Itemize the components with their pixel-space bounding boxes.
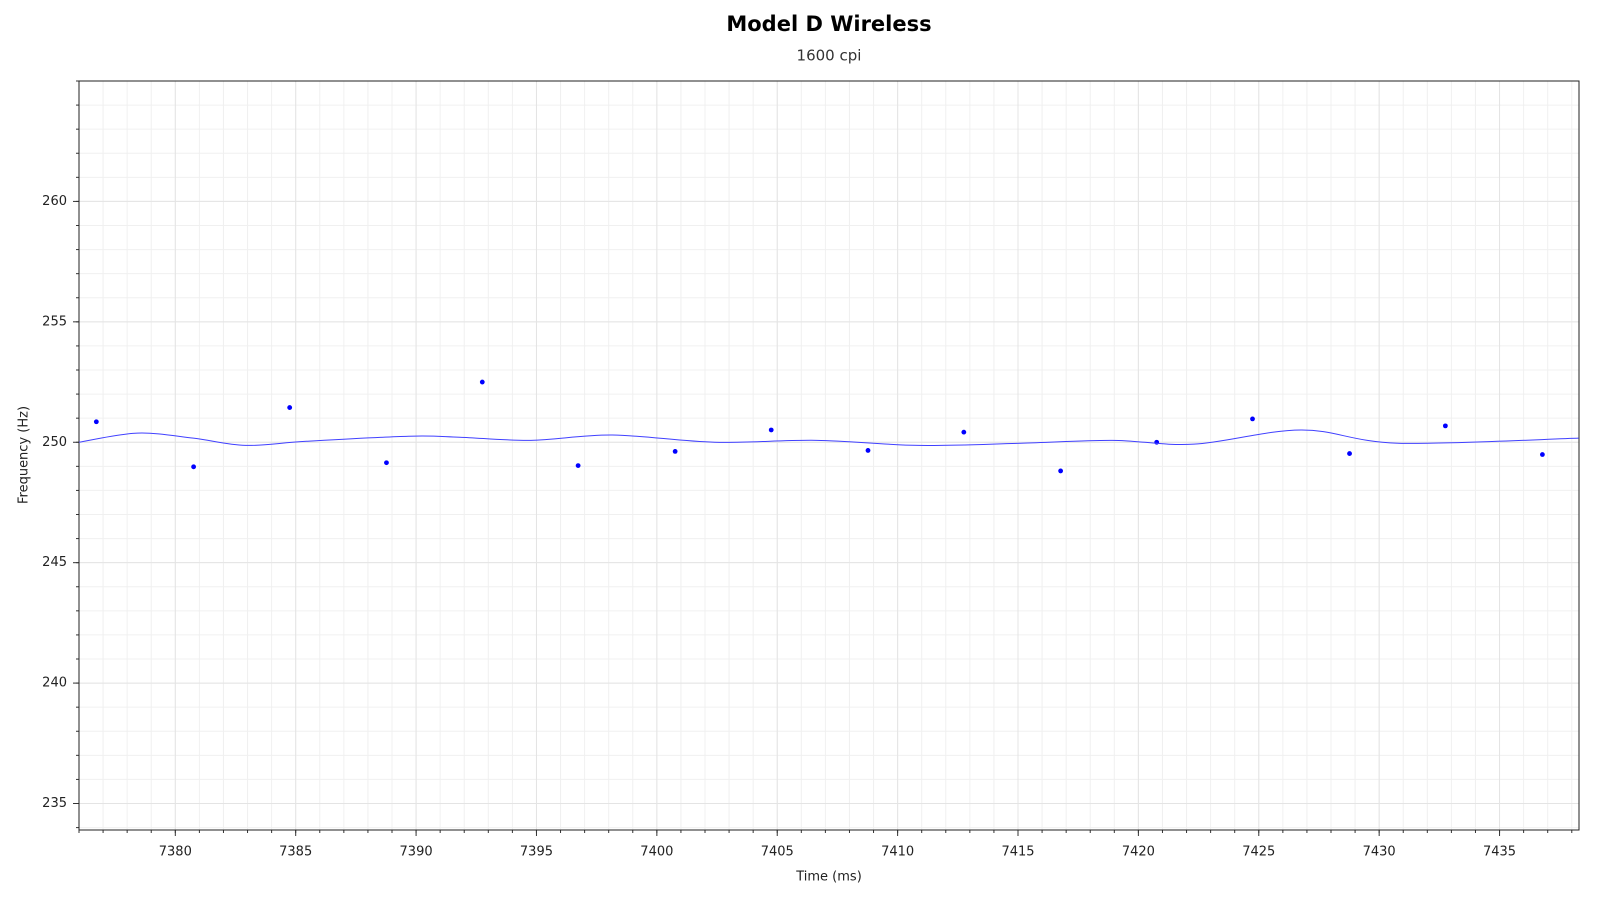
x-tick-label: 7395 (520, 845, 553, 860)
y-tick-label: 240 (42, 676, 67, 691)
point (575, 463, 581, 469)
plot-frame (78, 80, 1580, 831)
point (1540, 452, 1545, 457)
chart-subtitle: 1600 cpi (797, 47, 862, 65)
y-tick-label: 260 (42, 194, 67, 209)
point (384, 460, 389, 466)
fit-line (78, 429, 1579, 446)
y-tick-label: 245 (42, 555, 67, 570)
point (1442, 423, 1448, 429)
y-tick-label: 235 (42, 796, 67, 811)
x-tick-label: 7415 (1001, 845, 1034, 860)
y-axis-label: Frequency (Hz) (17, 406, 32, 504)
x-tick-label: 7420 (1122, 845, 1155, 860)
point (479, 379, 485, 385)
x-tick-label: 7380 (159, 845, 192, 860)
point (93, 419, 99, 425)
point (1154, 439, 1160, 445)
x-axis-label: Time (ms) (795, 870, 862, 885)
x-tick-label: 7425 (1242, 845, 1275, 860)
chart-title: Model D Wireless (726, 12, 931, 36)
point (1347, 451, 1352, 456)
y-tick-label: 255 (42, 314, 67, 329)
point (672, 449, 678, 454)
x-tick-label: 7390 (400, 845, 433, 860)
point (1250, 416, 1255, 422)
point (191, 464, 197, 470)
x-tick-label: 7410 (881, 845, 914, 860)
point (865, 448, 871, 453)
x-tick-label: 7405 (761, 845, 794, 860)
x-tick-label: 7435 (1483, 845, 1516, 860)
point (287, 405, 293, 410)
point (1058, 468, 1064, 474)
x-tick-label: 7430 (1363, 845, 1396, 860)
y-tick-label: 250 (42, 435, 67, 450)
point (768, 427, 774, 433)
x-tick-label: 7400 (640, 845, 673, 860)
point (961, 429, 967, 435)
x-tick-label: 7385 (279, 845, 312, 860)
